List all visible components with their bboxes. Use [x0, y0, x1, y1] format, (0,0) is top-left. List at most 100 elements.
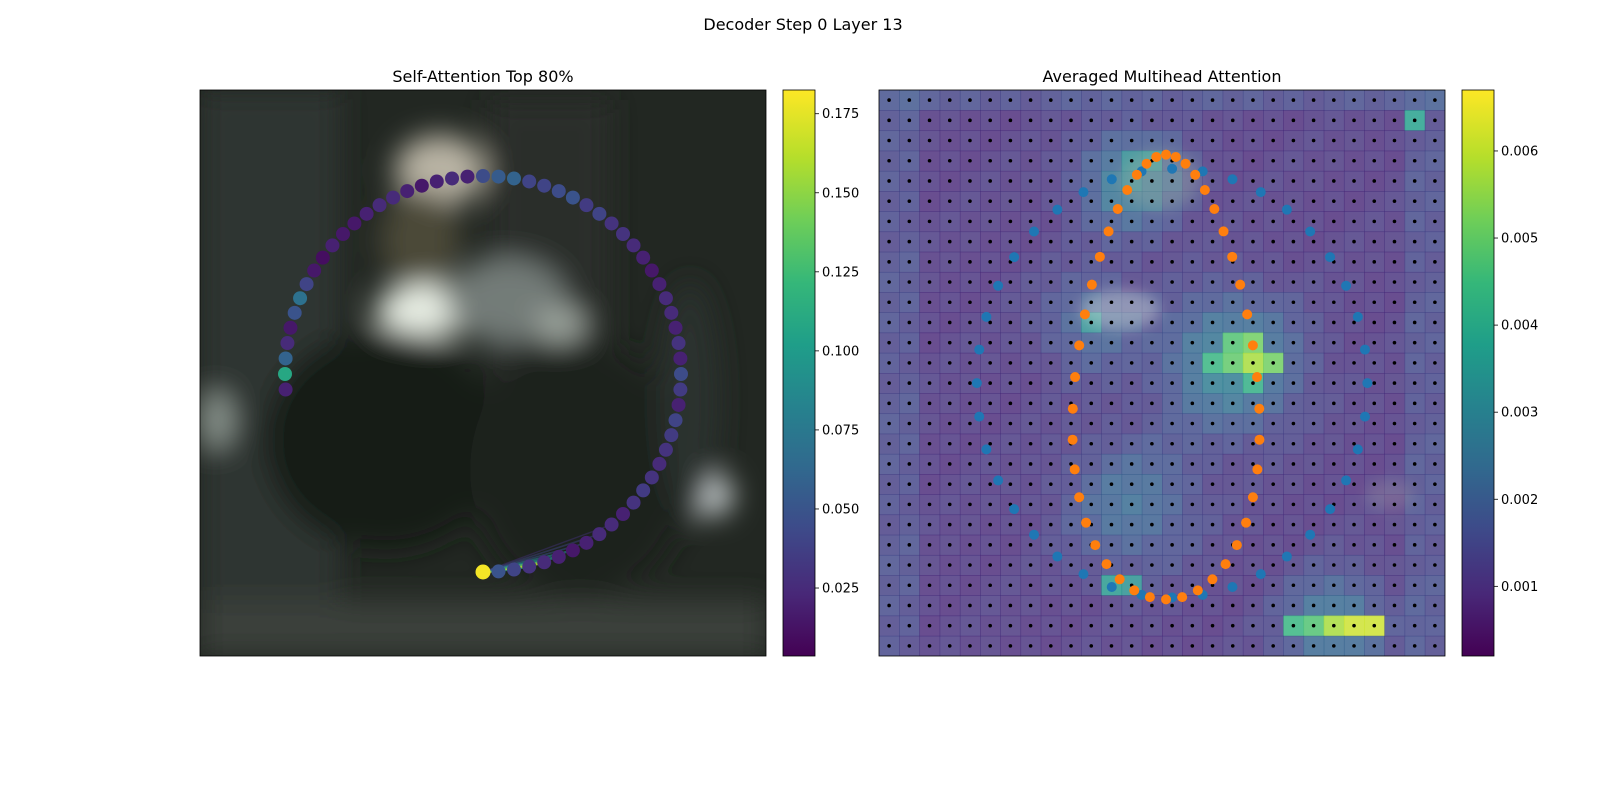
grid-dot — [1069, 421, 1073, 426]
grid-dot — [1412, 543, 1417, 547]
grid-dot — [1008, 118, 1013, 123]
grid-dot — [1049, 401, 1053, 406]
grid-dot — [887, 158, 891, 163]
grid-dot — [1008, 644, 1013, 648]
grid-dot — [1291, 421, 1296, 426]
grid-dot — [1392, 644, 1397, 648]
blue-marker — [1052, 551, 1063, 562]
grid-dot — [887, 280, 891, 284]
grid-dot — [968, 421, 972, 426]
grid-dot — [1372, 118, 1377, 123]
grid-dot — [1412, 239, 1417, 244]
grid-dot — [1271, 543, 1275, 547]
grid-dot — [907, 543, 912, 547]
grid-dot — [988, 441, 992, 446]
grid-dot — [1150, 98, 1154, 102]
grid-dot — [1352, 300, 1356, 305]
grid-dot — [1069, 644, 1073, 648]
grid-dot — [947, 199, 952, 203]
attention-link-8 — [482, 523, 612, 573]
grid-dot — [947, 381, 952, 385]
grid-dot — [1392, 462, 1397, 466]
grid-dot — [1049, 381, 1053, 385]
grid-dot — [1433, 158, 1437, 163]
grid-dot — [887, 583, 891, 588]
grid-dot — [1210, 300, 1215, 305]
grid-dot — [1311, 361, 1316, 365]
blue-marker — [974, 411, 985, 422]
grid-dot — [1230, 138, 1235, 143]
grid-dot — [1049, 280, 1053, 284]
orange-marker — [1081, 517, 1092, 528]
grid-dot — [1109, 118, 1114, 123]
grid-dot — [968, 462, 972, 466]
grid-dot — [1311, 118, 1316, 123]
grid-dot — [988, 381, 992, 385]
grid-dot — [947, 603, 952, 608]
grid-dot — [1150, 280, 1154, 284]
grid-dot — [1412, 280, 1417, 284]
keypoint-53 — [307, 263, 322, 278]
grid-dot — [1089, 300, 1094, 305]
grid-dot — [1170, 280, 1174, 284]
grid-dot — [1069, 300, 1073, 305]
grid-dot — [1271, 603, 1275, 608]
grid-dot — [1433, 543, 1437, 547]
grid-dot — [1210, 644, 1215, 648]
grid-dot — [988, 401, 992, 406]
grid-dot — [1028, 118, 1033, 123]
grid-dot — [1332, 522, 1336, 527]
left-panel-title: Self-Attention Top 80% — [392, 67, 573, 86]
grid-dot — [1210, 482, 1215, 486]
grid-dot — [927, 219, 932, 224]
grid-dot — [1271, 462, 1275, 466]
grid-dot — [1028, 421, 1033, 426]
grid-dot — [1230, 401, 1235, 406]
grid-dot — [947, 260, 952, 264]
blue-marker — [1136, 589, 1147, 600]
grid-dot — [1008, 441, 1013, 446]
orange-marker — [1231, 540, 1242, 551]
grid-dot — [1109, 320, 1114, 325]
grid-dot — [1210, 98, 1215, 102]
keypoint-2 — [506, 562, 521, 577]
grid-dot — [887, 421, 891, 426]
orange-marker — [1235, 279, 1246, 290]
grid-dot — [1049, 361, 1053, 365]
grid-dot — [1251, 543, 1255, 547]
orange-marker — [1067, 403, 1078, 414]
grid-dot — [1150, 543, 1154, 547]
grid-dot — [1069, 462, 1073, 466]
orange-marker — [1074, 340, 1085, 351]
grid-dot — [988, 603, 992, 608]
grid-dot — [927, 138, 932, 143]
grid-dot — [1291, 239, 1296, 244]
colorbar-tick-label: 0.175 — [822, 107, 859, 122]
grid-dot — [1311, 563, 1316, 567]
grid-dot — [947, 543, 952, 547]
blue-marker — [1227, 174, 1238, 185]
grid-dot — [1069, 179, 1073, 183]
orange-marker — [1094, 251, 1105, 262]
grid-dot — [1230, 340, 1235, 345]
orange-marker — [1227, 251, 1238, 262]
image-overlay — [1080, 150, 1415, 510]
grid-dot — [1028, 158, 1033, 163]
grid-dot — [1433, 239, 1437, 244]
left-colorbar: 0.025 0.050 0.075 0.100 0.125 0.150 0.175 — [782, 89, 859, 657]
grid-dot — [1230, 320, 1235, 325]
keypoint-60 — [278, 367, 292, 381]
keypoint-27 — [644, 263, 659, 278]
blue-marker — [1341, 280, 1352, 291]
grid-dot — [1028, 543, 1033, 547]
keypoint-9 — [604, 517, 619, 532]
keypoint-12 — [636, 483, 651, 498]
grid-dot — [887, 462, 891, 466]
grid-dot — [1311, 98, 1316, 102]
grid-dot — [1433, 421, 1437, 426]
keypoint-6 — [565, 543, 580, 558]
grid-dot — [1170, 462, 1174, 466]
grid-dot — [968, 98, 972, 102]
grid-dot — [907, 502, 912, 507]
grid-dot — [1291, 340, 1296, 345]
